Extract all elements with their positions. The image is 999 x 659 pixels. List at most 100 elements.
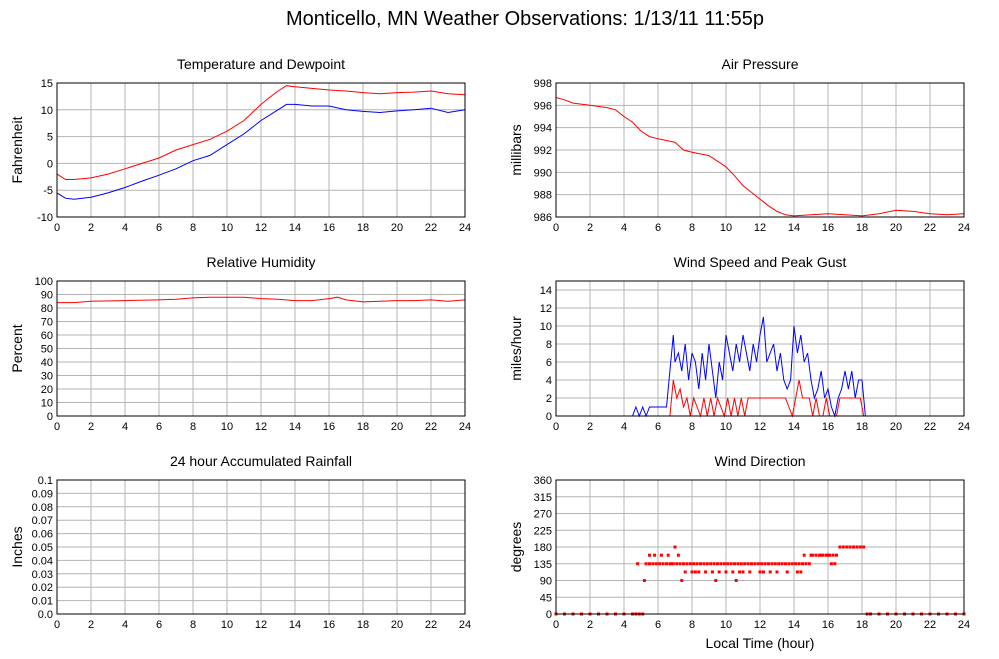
direction-point <box>833 562 837 566</box>
direction-xtick-label: 10 <box>720 619 732 631</box>
pressure-ytick-label: 994 <box>534 123 552 135</box>
direction-point <box>685 562 689 566</box>
direction-point <box>717 570 721 574</box>
direction-xtick-label: 16 <box>822 619 834 631</box>
direction-point <box>760 562 764 566</box>
direction-point <box>722 562 726 566</box>
rain-xtick-label: 2 <box>88 619 94 631</box>
humidity-ytick-label: 70 <box>41 317 53 329</box>
direction-point <box>724 570 728 574</box>
direction-point <box>726 562 730 566</box>
direction-point <box>750 562 753 566</box>
direction-point <box>753 562 757 566</box>
humidity-xtick-label: 8 <box>190 421 196 433</box>
humidity-xtick-label: 22 <box>425 421 437 433</box>
wind-xtick-label: 0 <box>553 421 559 433</box>
wind-series-0 <box>556 316 964 418</box>
humidity-xtick-label: 20 <box>391 421 403 433</box>
direction-point <box>693 570 697 574</box>
direction-point <box>736 562 740 566</box>
direction-xtick-label: 18 <box>856 619 868 631</box>
direction-point <box>666 553 670 557</box>
rain-ytick-label: 0.01 <box>32 596 53 608</box>
direction-point <box>801 562 804 566</box>
rain-frame <box>56 479 466 615</box>
direction-point <box>848 545 852 549</box>
rain-xtick-label: 24 <box>459 619 471 631</box>
wind-xtick-label: 2 <box>587 421 593 433</box>
rain-ytick-label: 0.07 <box>32 515 53 527</box>
direction-ytick-label: 360 <box>534 475 552 487</box>
direction-ytick-label: 135 <box>534 559 552 571</box>
temp-xtick-label: 10 <box>221 222 233 234</box>
direction-point <box>746 562 750 566</box>
direction-xtick-label: 0 <box>553 619 559 631</box>
direction-xtick-label: 6 <box>655 619 661 631</box>
temp-xtick-label: 0 <box>54 222 60 234</box>
direction-point <box>831 553 835 557</box>
direction-point <box>773 562 777 566</box>
wind-xtick-label: 24 <box>958 421 970 433</box>
pressure-frame <box>555 82 965 218</box>
direction-point <box>661 562 665 566</box>
direction-point <box>795 570 799 574</box>
direction-point <box>814 553 818 557</box>
direction-point <box>739 562 743 566</box>
rain-ytick-label: 0.1 <box>38 475 53 487</box>
direction-point <box>678 562 682 566</box>
rain-xtick-label: 18 <box>357 619 369 631</box>
page-title: Monticello, MN Weather Observations: 1/1… <box>285 8 765 30</box>
pressure-xtick-label: 0 <box>553 222 559 234</box>
direction-point <box>651 562 655 566</box>
pressure-xtick-label: 4 <box>621 222 627 234</box>
direction-xlabel: Local Time (hour) <box>706 635 815 651</box>
direction-point <box>845 545 849 549</box>
rain-ytick-label: 0.05 <box>32 542 53 554</box>
direction-point <box>835 553 838 557</box>
temp-xtick-label: 4 <box>122 222 128 234</box>
pressure-xtick-label: 16 <box>822 222 834 234</box>
direction-xtick-label: 24 <box>958 619 970 631</box>
direction-point <box>680 579 684 582</box>
direction-ytick-label: 45 <box>540 592 552 604</box>
direction-point <box>756 562 760 566</box>
direction-point <box>695 562 699 566</box>
pressure-ytick-label: 988 <box>534 190 552 202</box>
direction-ytick-label: 315 <box>534 492 552 504</box>
wind-ytick-label: 0 <box>546 411 552 423</box>
direction-point <box>794 562 798 566</box>
direction-point <box>748 570 752 574</box>
direction-point <box>658 562 662 566</box>
temp-ylabel: Fahrenheit <box>9 116 25 183</box>
direction-point <box>767 562 770 566</box>
direction-point <box>819 553 823 557</box>
humidity-ytick-label: 80 <box>41 303 53 315</box>
wind-xtick-label: 4 <box>621 421 627 433</box>
rain-xtick-label: 14 <box>289 619 301 631</box>
rain-xtick-label: 8 <box>190 619 196 631</box>
direction-point <box>702 562 706 566</box>
direction-point <box>659 553 663 557</box>
direction-point <box>797 562 801 566</box>
wind-ylabel: miles/hour <box>508 316 524 381</box>
humidity-ytick-label: 100 <box>35 276 53 288</box>
direction-ytick-label: 270 <box>534 509 552 521</box>
direction-point <box>733 562 736 566</box>
rain-title: 24 hour Accumulated Rainfall <box>170 453 352 469</box>
direction-point <box>743 562 747 566</box>
direction-point <box>671 562 675 566</box>
rain-ytick-label: 0.06 <box>32 529 53 541</box>
direction-point <box>852 545 855 549</box>
wind-xtick-label: 8 <box>689 421 695 433</box>
temp-ytick-label: -5 <box>43 185 53 197</box>
wind-xtick-label: 20 <box>890 421 902 433</box>
direction-point <box>799 570 803 574</box>
humidity-ytick-label: 10 <box>41 398 53 410</box>
direction-point <box>811 553 815 557</box>
direction-xtick-label: 8 <box>689 619 695 631</box>
direction-xtick-label: 2 <box>587 619 593 631</box>
direction-title: Wind Direction <box>714 453 805 469</box>
direction-point <box>731 570 735 574</box>
